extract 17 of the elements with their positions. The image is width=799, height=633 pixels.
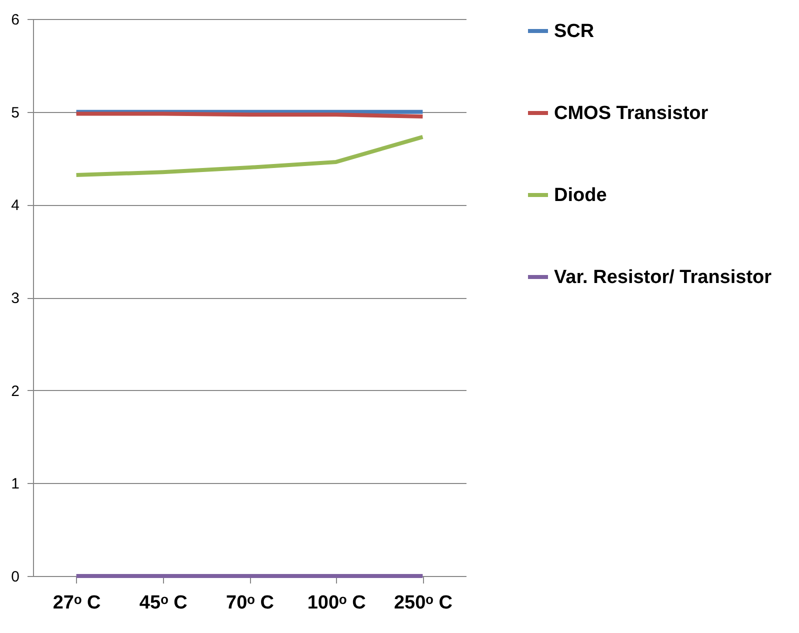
legend-label: SCR xyxy=(554,21,594,42)
x-tick-label: 250ᵒ C xyxy=(394,592,453,614)
y-tick-label: 2 xyxy=(11,382,20,400)
y-tick-label: 1 xyxy=(11,476,20,493)
y-tick-label: 5 xyxy=(11,104,20,122)
legend-label: Var. Resistor/ Transistor xyxy=(554,267,772,288)
x-tick-label: 27ᵒ C xyxy=(52,592,102,614)
x-tick-label: 45ᵒ C xyxy=(139,592,188,614)
line-series xyxy=(74,134,425,177)
legend-label: Diode xyxy=(554,185,607,206)
x-tick-label: 70ᵒ C xyxy=(226,592,274,614)
y-tick-label: 3 xyxy=(11,290,20,307)
y-tick-label: 6 xyxy=(11,12,20,28)
x-tick-label: 100ᵒ C xyxy=(307,592,366,614)
y-tick-label: 4 xyxy=(11,197,20,214)
legend-label: CMOS Transistor xyxy=(554,103,709,124)
y-tick-label: 0 xyxy=(11,568,20,586)
